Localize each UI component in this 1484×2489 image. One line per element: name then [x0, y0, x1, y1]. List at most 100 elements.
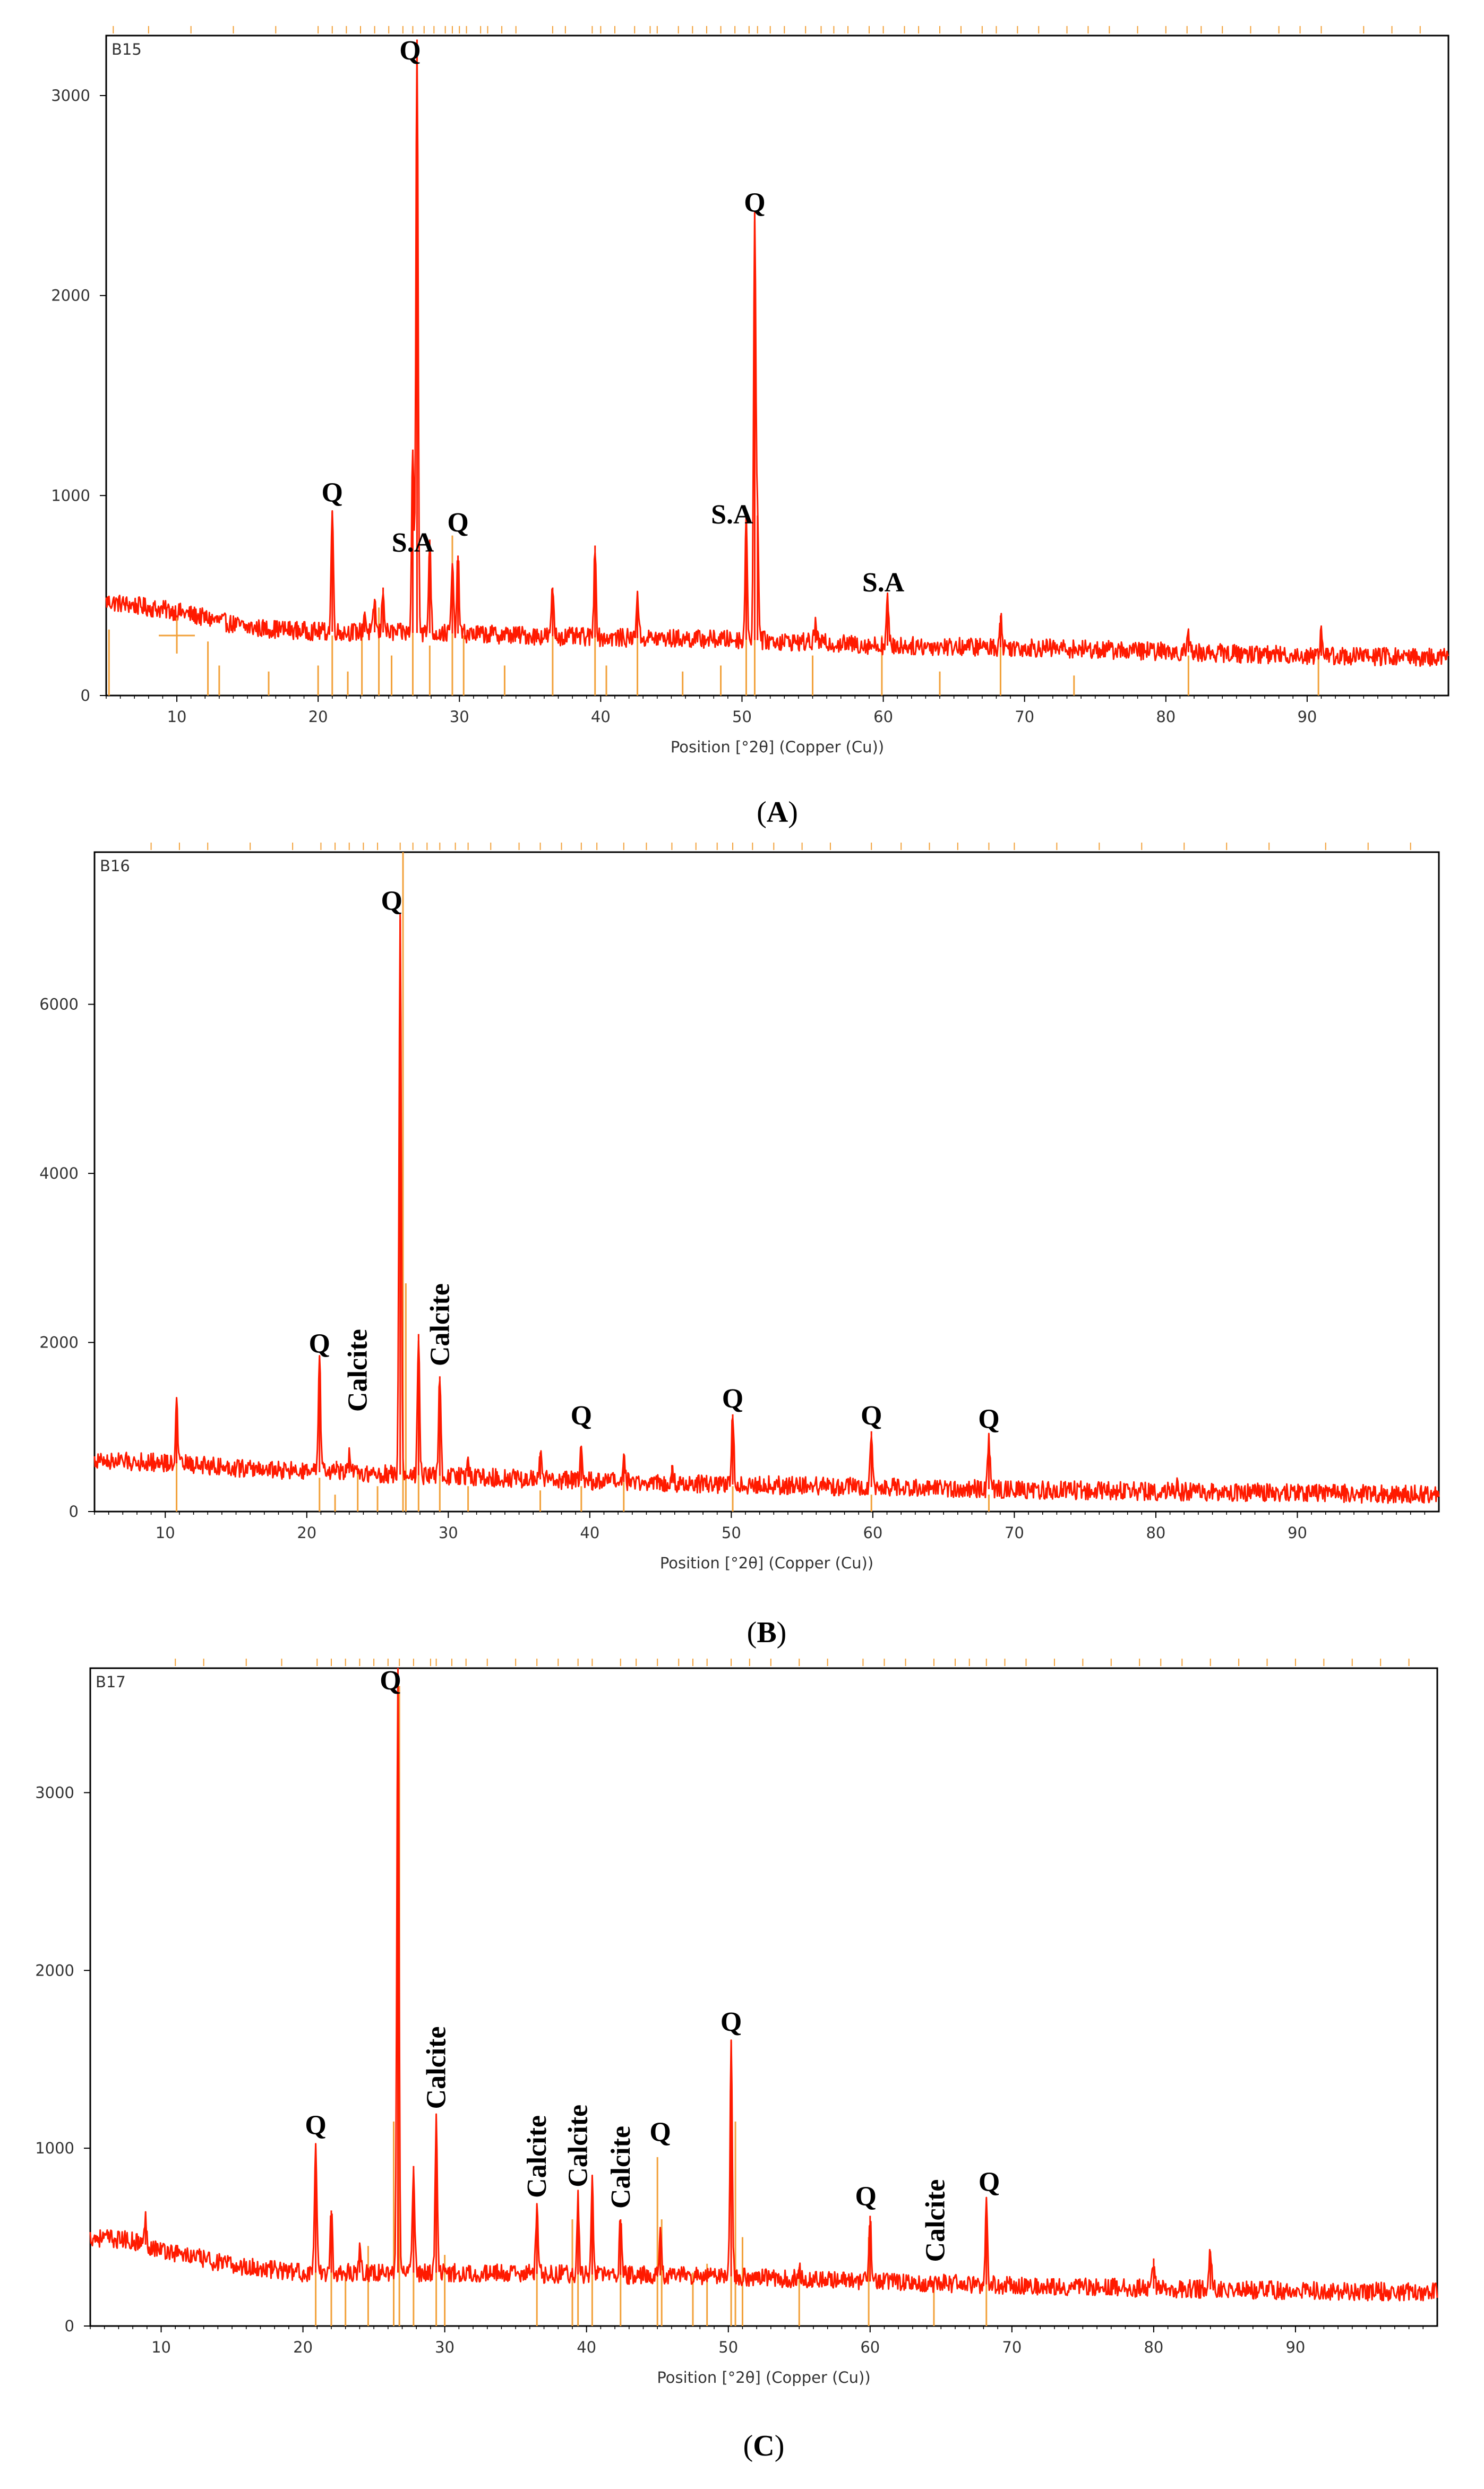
- phase-label-sa: S.A: [392, 528, 434, 558]
- phase-label-quartz: Q: [322, 478, 343, 508]
- x-axis: 10 20 30 40 50 60 70 80 90 Position [°2θ] (Copper…: [106, 696, 1435, 756]
- reference-sticks: [315, 1686, 988, 2326]
- diffraction-trace: [105, 47, 1449, 667]
- phase-labels: Q Q S.A Q Q S.A S.A: [322, 36, 905, 598]
- x-tick-label: 40: [577, 2338, 596, 2356]
- y-tick-label: 2000: [35, 1961, 74, 1979]
- sample-label: B16: [100, 857, 130, 875]
- plot-frame: [89, 1667, 1438, 2327]
- x-tick-label: 10: [156, 1524, 175, 1542]
- y-tick-label: 4000: [39, 1164, 79, 1182]
- phase-label-quartz: Q: [305, 2110, 326, 2140]
- phase-label-calcite: Calcite: [425, 1283, 455, 1366]
- phase-label-sa: S.A: [711, 500, 753, 530]
- phase-label-quartz: Q: [571, 1401, 592, 1431]
- panel-caption: (B): [747, 1616, 787, 1649]
- x-tick-label: 20: [293, 2338, 313, 2356]
- top-markers: [150, 843, 1411, 850]
- peak-markers: [144, 1677, 1212, 2290]
- y-axis: 0 1000 2000 3000: [51, 87, 106, 705]
- sample-label: B17: [96, 1673, 126, 1691]
- panel-caption: (C): [743, 2430, 785, 2462]
- x-tick-label: 20: [297, 1524, 316, 1542]
- x-tick-label: 50: [718, 2338, 738, 2356]
- phase-label-calcite: Calcite: [422, 2027, 452, 2109]
- x-tick-label: 10: [167, 708, 187, 726]
- x-tick-label: 40: [580, 1524, 599, 1542]
- diffraction-trace: [89, 1668, 1438, 2302]
- y-tick-label: 0: [81, 686, 90, 705]
- peak-markers: [176, 920, 1178, 1492]
- x-tick-label: 60: [873, 708, 893, 726]
- phase-label-quartz: Q: [720, 2007, 742, 2037]
- x-tick-label: 60: [863, 1524, 882, 1542]
- x-tick-label: 70: [1015, 708, 1034, 726]
- phase-label-quartz: Q: [649, 2117, 671, 2148]
- x-tick-label: 30: [439, 1524, 458, 1542]
- x-tick-label: 30: [450, 708, 469, 726]
- x-tick-label: 80: [1144, 2338, 1163, 2356]
- phase-label-quartz: Q: [399, 36, 421, 66]
- x-tick-label: 80: [1156, 708, 1176, 726]
- phase-label-calcite: Calcite: [343, 1329, 373, 1412]
- x-tick-label: 70: [1005, 1524, 1024, 1542]
- phase-label-calcite: Calcite: [921, 2179, 951, 2262]
- sample-label: B15: [111, 40, 142, 58]
- y-axis: 0 2000 4000 6000: [39, 995, 95, 1521]
- x-axis: 10 20 30 40 50 60 70 80 90 Position [°2θ] (Copper…: [90, 2326, 1424, 2387]
- phase-label-quartz: Q: [979, 2167, 1000, 2198]
- phase-label-quartz: Q: [978, 1404, 999, 1434]
- phase-label-sa: S.A: [862, 568, 905, 598]
- y-tick-label: 2000: [51, 287, 90, 305]
- y-tick-label: 2000: [39, 1334, 79, 1352]
- phase-labels: Q Q Calcite Calcite Calcite Calcite Q Q Q Calcite…: [305, 1666, 1000, 2262]
- diffraction-trace: [93, 913, 1440, 1504]
- x-tick-label: 90: [1288, 1524, 1307, 1542]
- panel-a: 10 20 30 40 50 60 70 80 90 Position [°2θ] (Copper…: [51, 26, 1449, 829]
- y-tick-label: 0: [65, 2317, 74, 2335]
- phase-label-calcite: Calcite: [522, 2115, 552, 2198]
- y-tick-label: 3000: [35, 1783, 74, 1801]
- x-tick-label: 10: [151, 2338, 171, 2356]
- x-tick-label: 90: [1297, 708, 1317, 726]
- y-axis: 0 1000 2000 3000: [35, 1783, 90, 2335]
- x-axis-title: Position [°2θ] (Copper (Cu)): [660, 1554, 873, 1572]
- x-tick-label: 70: [1002, 2338, 1022, 2356]
- x-tick-label: 40: [591, 708, 611, 726]
- phase-label-quartz: Q: [861, 1401, 882, 1431]
- phase-labels: Q Q Calcite Calcite Q Q Q Q: [309, 886, 1000, 1434]
- phase-label-quartz: Q: [722, 1384, 743, 1414]
- phase-label-quartz: Q: [855, 2181, 877, 2211]
- x-axis-title: Position [°2θ] (Copper (Cu)): [657, 2368, 870, 2387]
- phase-label-quartz: Q: [381, 886, 402, 916]
- y-tick-label: 0: [69, 1503, 79, 1521]
- phase-label-calcite: Calcite: [606, 2126, 636, 2209]
- peak-markers: [331, 39, 1323, 656]
- panel-b: 10 20 30 40 50 60 70 80 90 Position [°2θ] (Copper…: [39, 843, 1440, 1649]
- panel-caption: (A): [757, 796, 798, 829]
- x-axis-title: Position [°2θ] (Copper (Cu)): [671, 738, 884, 756]
- panel-c: 10 20 30 40 50 60 70 80 90 Position [°2θ] (Copper…: [35, 1659, 1438, 2462]
- x-tick-label: 50: [722, 1524, 741, 1542]
- y-tick-label: 1000: [51, 486, 90, 504]
- phase-label-quartz: Q: [380, 1666, 401, 1696]
- y-tick-label: 6000: [39, 995, 79, 1014]
- x-tick-label: 50: [732, 708, 752, 726]
- top-markers: [175, 1659, 1410, 1666]
- x-axis: 10 20 30 40 50 60 70 80 90 Position [°2θ] (Copper…: [94, 1512, 1426, 1572]
- top-markers: [113, 26, 1421, 33]
- x-tick-label: 20: [308, 708, 328, 726]
- plot-frame: [93, 851, 1440, 1513]
- phase-label-calcite: Calcite: [563, 2105, 594, 2187]
- phase-label-quartz: Q: [309, 1329, 330, 1359]
- x-tick-label: 90: [1285, 2338, 1305, 2356]
- x-tick-label: 80: [1146, 1524, 1165, 1542]
- phase-label-quartz: Q: [447, 508, 468, 538]
- x-tick-label: 30: [435, 2338, 454, 2356]
- phase-label-quartz: Q: [744, 187, 765, 218]
- plot-frame: [105, 35, 1449, 697]
- x-tick-label: 60: [860, 2338, 880, 2356]
- y-tick-label: 3000: [51, 87, 90, 105]
- y-tick-label: 1000: [35, 2139, 74, 2157]
